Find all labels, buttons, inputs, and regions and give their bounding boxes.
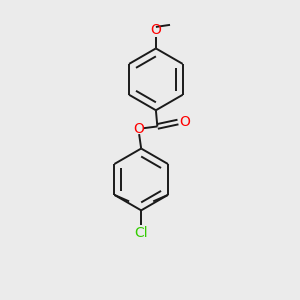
Text: O: O (179, 115, 190, 129)
Text: Cl: Cl (134, 226, 148, 240)
Text: O: O (134, 122, 145, 136)
Text: O: O (151, 23, 161, 37)
